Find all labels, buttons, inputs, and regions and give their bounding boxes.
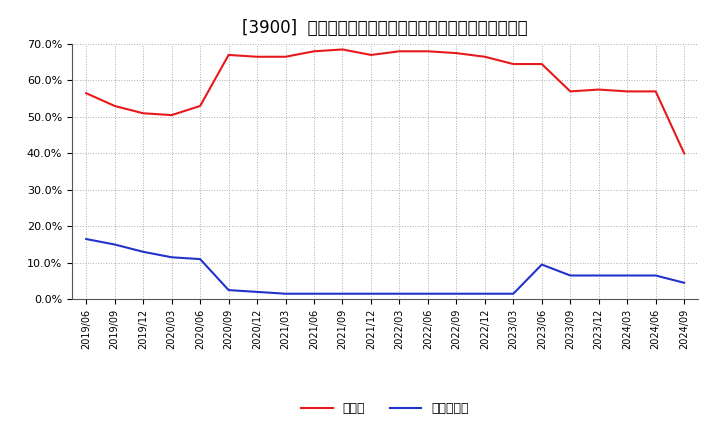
有利子負債 (82, 236, 91, 242)
現顕金 (82, 91, 91, 96)
有利子負債 (680, 280, 688, 286)
現顕金 (139, 110, 148, 116)
現顕金 (110, 103, 119, 109)
有利子負債 (623, 273, 631, 278)
Line: 有利子負債: 有利子負債 (86, 239, 684, 294)
有利子負債 (423, 291, 432, 297)
有利子負債 (196, 257, 204, 262)
現顕金 (338, 47, 347, 52)
有利子負債 (480, 291, 489, 297)
有利子負債 (537, 262, 546, 267)
現顕金 (196, 103, 204, 109)
有利子負債 (595, 273, 603, 278)
現顕金 (537, 62, 546, 67)
現顕金 (623, 89, 631, 94)
現顕金 (225, 52, 233, 58)
現顕金 (167, 113, 176, 118)
有利子負債 (253, 289, 261, 294)
有利子負債 (395, 291, 404, 297)
現顕金 (395, 49, 404, 54)
有利子負債 (566, 273, 575, 278)
現顕金 (480, 54, 489, 59)
現顕金 (595, 87, 603, 92)
有利子負債 (652, 273, 660, 278)
Line: 現顕金: 現顕金 (86, 49, 684, 154)
現顕金 (509, 62, 518, 67)
現顕金 (566, 89, 575, 94)
有利子負債 (110, 242, 119, 247)
現顕金 (366, 52, 375, 58)
現顕金 (452, 51, 461, 56)
有利子負債 (139, 249, 148, 254)
Title: [3900]  現顕金、有利子負債の総資産に対する比率の推移: [3900] 現顕金、有利子負債の総資産に対する比率の推移 (243, 19, 528, 37)
現顕金 (652, 89, 660, 94)
有利子負債 (366, 291, 375, 297)
有利子負債 (310, 291, 318, 297)
現顕金 (253, 54, 261, 59)
現顕金 (423, 49, 432, 54)
Legend: 現顕金, 有利子負債: 現顕金, 有利子負債 (302, 403, 469, 415)
有利子負債 (282, 291, 290, 297)
現顕金 (282, 54, 290, 59)
現顕金 (310, 49, 318, 54)
有利子負債 (225, 287, 233, 293)
現顕金 (680, 151, 688, 156)
有利子負債 (338, 291, 347, 297)
有利子負債 (509, 291, 518, 297)
有利子負債 (167, 255, 176, 260)
有利子負債 (452, 291, 461, 297)
